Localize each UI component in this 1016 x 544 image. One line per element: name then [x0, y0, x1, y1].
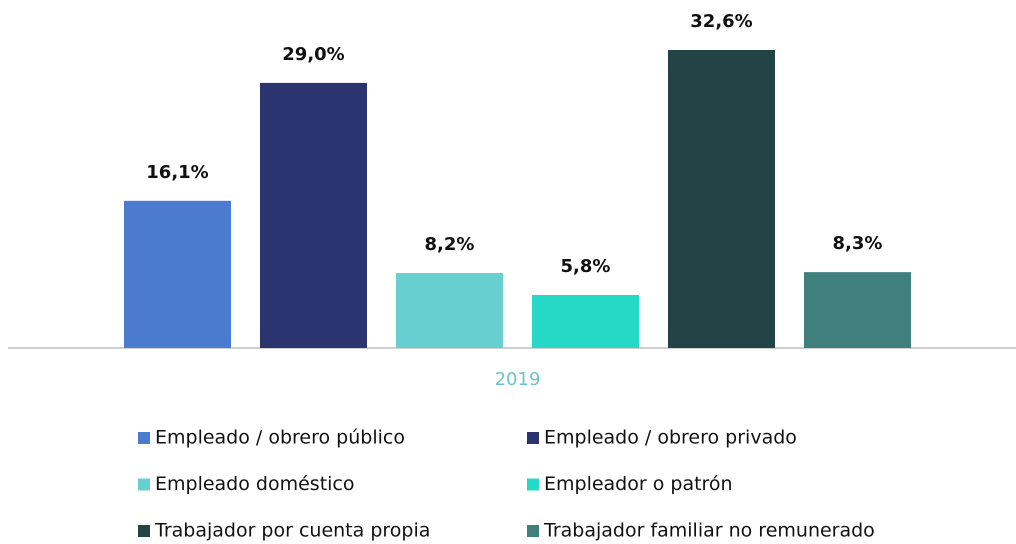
bar [396, 273, 503, 348]
legend-label: Trabajador familiar no remunerado [543, 520, 875, 542]
legend-label: Trabajador por cuenta propia [154, 520, 430, 542]
legend-swatch [138, 525, 150, 537]
legend-swatch [527, 432, 539, 444]
data-label: 29,0% [282, 44, 344, 65]
x-tick-label: 2019 [495, 369, 541, 390]
bar [668, 50, 775, 348]
data-label: 8,3% [833, 233, 883, 254]
legend-label: Empleado / obrero público [155, 427, 405, 449]
legend-swatch [527, 525, 539, 537]
bar [804, 272, 911, 348]
bar [532, 294, 639, 348]
legend-swatch [138, 478, 150, 491]
legend-label: Empleador o patrón [544, 473, 733, 495]
data-label: 8,2% [425, 234, 475, 255]
data-label: 32,6% [690, 11, 752, 32]
data-label: 5,8% [561, 256, 611, 277]
bar [260, 82, 367, 349]
legend-label: Empleado doméstico [155, 473, 355, 495]
legend-swatch [138, 432, 150, 444]
data-label: 16,1% [146, 162, 208, 183]
bar [124, 200, 231, 348]
legend-label: Empleado / obrero privado [544, 427, 797, 449]
legend-swatch [527, 478, 539, 491]
